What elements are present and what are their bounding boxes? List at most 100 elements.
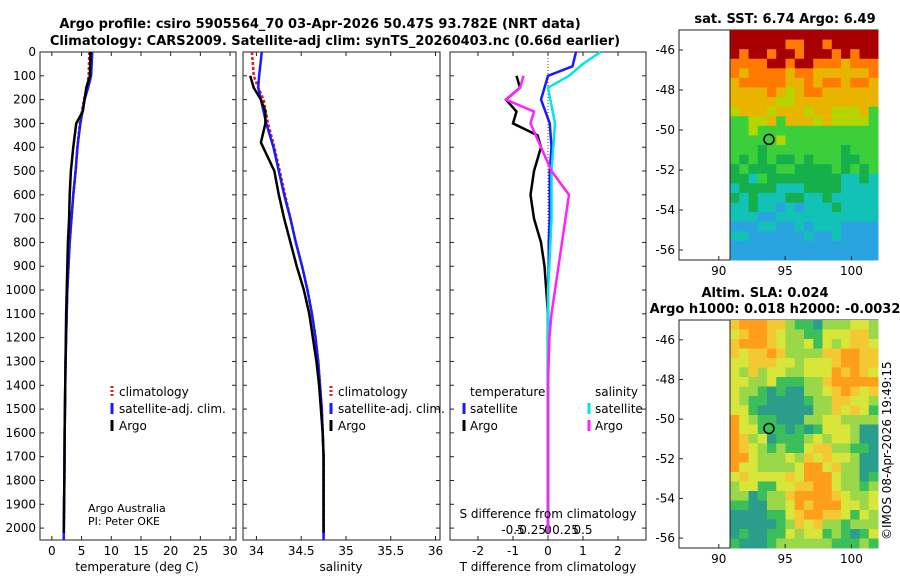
heat-cell [850, 329, 860, 340]
heat-cell [859, 30, 870, 41]
heat-cell [794, 453, 805, 463]
heat-cell [767, 367, 777, 378]
heat-cell [831, 434, 842, 444]
heat-cell [868, 329, 879, 340]
heat-cell [850, 231, 860, 242]
heat-cell [739, 491, 749, 501]
heat-cell [841, 377, 851, 387]
sst-map-panel: -46 -48 -50 -52 -54 -56 90 95 100 [655, 29, 879, 278]
heat-cell [868, 367, 879, 378]
heat-cell [748, 434, 759, 444]
heat-cell [776, 49, 786, 60]
heat-cell [859, 77, 870, 88]
heat-cell [776, 358, 786, 368]
x-tick-label: 35 [338, 544, 353, 558]
heat-cell [822, 538, 833, 549]
heat-cell [739, 377, 749, 387]
heat-cell [730, 538, 740, 549]
imos-watermark: ©IMOS 08-Apr-2026 19:49:15 [880, 361, 894, 540]
heat-cell [739, 320, 749, 330]
y-tick-label: -52 [655, 452, 675, 466]
heat-cell [822, 348, 833, 359]
heat-cell [748, 164, 759, 175]
heat-cell [776, 145, 786, 156]
x-tick-label: -1 [507, 544, 519, 558]
heat-cell [794, 500, 805, 511]
heat-cell [841, 529, 851, 539]
heat-cell [748, 415, 759, 425]
heat-cell [868, 510, 879, 520]
heat-cell [804, 538, 814, 549]
heat-cell [841, 443, 851, 454]
heat-cell [794, 154, 805, 165]
heat-cell [813, 339, 823, 349]
heat-cell [831, 154, 842, 165]
heat-cell [868, 221, 879, 232]
heat-cell [757, 472, 768, 482]
heat-cell [850, 145, 860, 156]
heat-cell [822, 424, 833, 435]
heat-cell [730, 358, 740, 368]
heat-cell [813, 519, 823, 530]
x-tick-label-s: -0.5 [501, 523, 524, 537]
heat-cell [822, 77, 833, 88]
heat-cell [748, 339, 759, 349]
heat-cell [757, 231, 768, 242]
legend-label: satellite [595, 402, 643, 416]
heat-cell [868, 358, 879, 368]
heat-cell [850, 240, 860, 251]
heat-cell [785, 154, 796, 165]
heat-cell [831, 529, 842, 539]
heat-cell [794, 405, 805, 416]
heat-cell [785, 221, 796, 232]
heat-cell [748, 183, 759, 194]
heat-cell [804, 329, 814, 340]
heat-cell [739, 348, 749, 359]
heat-cell [813, 358, 823, 368]
heat-cell [748, 221, 759, 232]
heat-cell [831, 358, 842, 368]
heat-cell [813, 500, 823, 511]
heat-cell [831, 386, 842, 397]
x-tick-label: 100 [840, 264, 863, 278]
heat-cell [739, 39, 749, 50]
heat-cell [767, 415, 777, 425]
heat-cell [831, 30, 842, 41]
series-line [248, 75, 325, 533]
heat-cell [831, 462, 842, 473]
heat-cell [831, 367, 842, 378]
heat-cell [822, 396, 833, 406]
heat-cell [868, 68, 879, 79]
heat-cell [859, 125, 870, 136]
heat-cell [822, 173, 833, 184]
heat-cell [822, 377, 833, 387]
heat-cell [730, 443, 740, 454]
heat-cell [730, 320, 740, 330]
legend-head-salinity: salinity [595, 385, 638, 399]
heat-cell [822, 58, 833, 69]
heat-cell [850, 377, 860, 387]
heat-cell [822, 97, 833, 108]
heat-cell [748, 192, 759, 203]
heat-cell [748, 443, 759, 454]
heat-cell [794, 116, 805, 127]
heat-cell [730, 481, 740, 492]
heat-cell [813, 212, 823, 223]
heat-cell [804, 221, 814, 232]
heat-cell [730, 125, 740, 136]
x-tick-label: 10 [104, 544, 119, 558]
heat-cell [813, 58, 823, 69]
heat-cell [831, 202, 842, 213]
heat-cell [785, 183, 796, 194]
heat-cell [859, 500, 870, 511]
heat-cell [739, 106, 749, 117]
heat-cell [841, 538, 851, 549]
heat-cell [785, 415, 796, 425]
heat-cell [813, 462, 823, 473]
heat-cell [785, 434, 796, 444]
heat-cell [822, 87, 833, 98]
heat-cell [776, 154, 786, 165]
heat-cell [841, 367, 851, 378]
heat-cell [748, 173, 759, 184]
heat-cell [804, 491, 814, 501]
